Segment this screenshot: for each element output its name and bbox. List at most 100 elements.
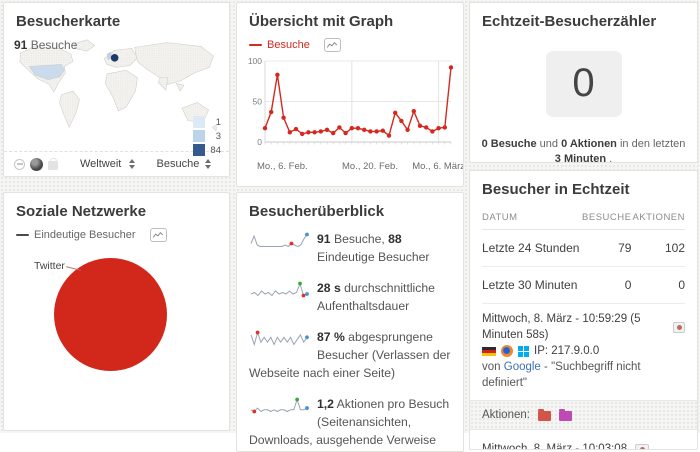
legend-value: 3 [215,130,221,142]
map-visits-count: 91 Besuche [14,38,78,52]
map-metric-select[interactable]: Besuche [143,158,220,170]
pie-legend: Eindeutige Besucher [4,226,229,246]
map-toolbar: Weltweit Besuche [4,151,229,176]
col-header-datum: DATUM [482,204,582,230]
overview-item: 91 Besuche, 88 Eindeutige Besucher [249,230,451,266]
visitor-counter-value: 0 [545,51,622,117]
sparkline-chart [250,232,309,248]
row-visits: 0 [581,266,632,304]
map-africa [104,69,138,112]
metric-note: (Verlassen der Webseite nach einer Seite… [249,348,451,380]
table-row: Letzte 24 Stunden 79 102 [482,229,685,267]
actions-label: Aktionen: [482,409,530,421]
widget-visitors-realtime: Besucher in Echtzeit DATUM BESUCHE AKTIO… [469,170,698,450]
visitor-profile-icon[interactable] [635,443,650,449]
visit-log-entry: Mittwoch, 8. März - 10:59:29 (5 Minuten … [470,304,697,396]
x-tick-label: Mo., 6. März [412,161,464,172]
pageview-icon[interactable] [558,409,572,421]
metric-value: 88 [388,232,402,246]
row-label: Letzte 24 Stunden [482,229,582,267]
row-label: Letzte 30 Minuten [482,266,582,304]
metric-note: (Seitenansichten, Downloads, ausgehende … [249,415,437,447]
map-south-america [59,90,80,128]
graph-legend: Besuche [237,36,463,56]
metric-text: abgesprungene Besucher [317,330,433,362]
visitor-profile-icon[interactable] [673,321,685,333]
overview-item: 28 s durchschnittliche Aufenthaltsdauer [249,279,451,315]
dashboard: { "colors": { "accent_red": "#d4291f", "… [0,0,700,433]
export-chart-icon[interactable] [323,38,341,52]
series-dash-icon [16,233,29,237]
legend-swatch [193,116,205,128]
widget-visitor-map: Besucherkarte 91 Besuche [3,2,230,177]
region-select-value: Weltweit [80,158,122,170]
widget-visits-graph: Übersicht mit Graph Besuche 0 50 100 Mo., … [236,2,464,187]
visits-line-chart[interactable]: 0 50 100 [247,56,454,156]
metric-text: Besuche, [330,232,389,246]
map-se-asia [175,83,185,92]
widget-title: Besucher in Echtzeit [482,181,630,198]
overview-item: 1,2 Aktionen pro Besuch (Seitenansichten… [249,395,451,451]
sparkline-chart [250,281,309,298]
globe-icon[interactable] [30,157,43,171]
map-tools [14,157,66,171]
pageview-icon[interactable] [537,409,551,421]
widget-title: Besucherkarte [16,13,121,30]
widget-title: Echtzeit-Besucherzähler [482,13,657,30]
map-legend-item: 3 [193,130,221,142]
zoom-out-icon[interactable] [14,158,25,170]
visit-timestamp: Mittwoch, 8. März - 10:03:08 [482,443,628,450]
metric-text: durchschnittliche Aufenthaltsdauer [317,281,435,313]
overview-item: 87 % abgesprungene Besucher (Verlassen d… [249,328,451,382]
svg-text:100: 100 [248,56,262,66]
metric-text: Aktionen pro Besuch [333,397,450,411]
germany-flag-icon [482,346,496,356]
legend-swatch [193,144,205,156]
metric-value: 87 % [317,330,345,344]
visit-timestamp: Mittwoch, 8. März - 10:59:29 (5 Minuten … [482,313,641,341]
visitor-ip: IP: 217.9.0.0 [534,345,600,357]
counter-sentence: 0 Besuche und 0 Aktionen in den letzten … [481,138,686,163]
overview-list: 91 Besuche, 88 Eindeutige Besucher 28 s d… [237,226,463,451]
select-arrows-icon [205,159,211,169]
row-visits: 79 [581,229,632,267]
metric-value: 91 [317,232,331,246]
firefox-icon [501,345,513,357]
x-axis-labels: Mo., 6. Feb. Mo., 20. Feb. Mo., 6. März [247,161,463,175]
lock-icon[interactable] [48,158,58,170]
pie-chart-area: Twitter [4,246,229,416]
map-india [157,77,169,91]
svg-text:50: 50 [253,97,263,107]
map-greenland [73,39,96,52]
visit-log-entry: Mittwoch, 8. März - 10:03:08 IP: 61.1.0.… [470,434,697,450]
widget-title: Soziale Netzwerke [16,203,147,220]
export-chart-icon[interactable] [149,228,167,242]
map-asia [134,42,214,85]
widget-social-networks: Soziale Netzwerke Eindeutige Besucher Tw… [3,192,230,431]
widget-visitor-overview: Besucherüberblick 91 Besuche, 88 Eindeut… [236,192,464,452]
referrer-link[interactable]: Google [503,361,541,373]
world-map-svg[interactable] [12,36,223,148]
row-actions: 102 [631,229,685,267]
legend-swatch [193,130,205,142]
world-map[interactable]: 91 Besuche [12,36,223,156]
metric-value: 28 s [317,281,341,295]
map-legend: 1 3 84 [193,114,221,156]
select-arrows-icon [128,159,135,169]
pie-slice-twitter[interactable] [54,258,167,371]
sparkline-chart [250,397,309,414]
metric-select-value: Besuche [156,158,200,170]
map-usa [28,64,65,80]
visit-referrer: von Google - "Suchbegriff nicht definier… [482,361,641,389]
widget-realtime-counter: Echtzeit-Besucherzähler 0 0 Besuche und … [469,2,698,163]
series-dash-icon [249,43,262,47]
sparkline-chart [250,330,309,347]
map-europe-visit-dot [110,54,119,62]
legend-value: 84 [210,144,221,156]
line-chart-area: 0 50 100 Mo., 6. Feb. Mo., 20. Feb. Mo., 6. … [237,56,463,175]
map-region-select[interactable]: Weltweit [66,158,143,170]
table-row: Letzte 30 Minuten 0 0 [482,266,685,304]
widget-title: Besucherüberblick [249,203,385,220]
windows-icon [518,345,529,357]
map-europe [103,48,138,68]
